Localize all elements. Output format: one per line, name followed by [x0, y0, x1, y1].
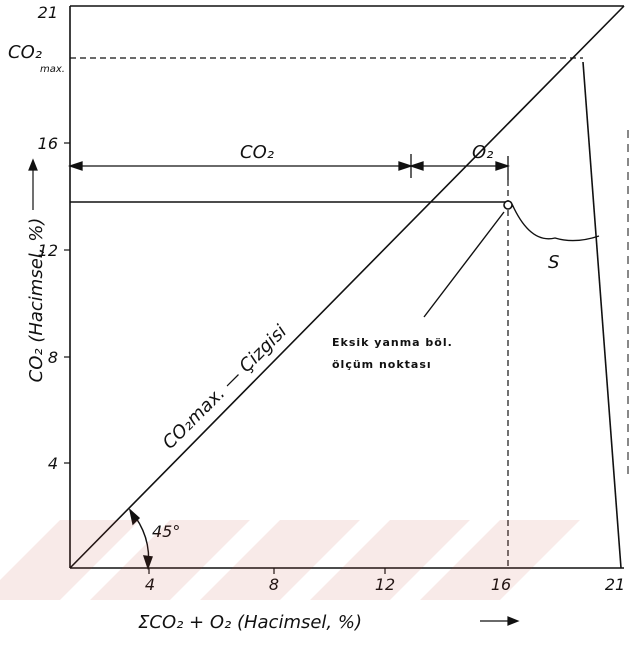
y-tick-16: 16	[38, 134, 58, 153]
co2-span-label: CO₂	[240, 142, 274, 163]
co2-max-line	[69, 5, 625, 569]
s-brace	[511, 203, 600, 242]
co2-o2-dimension	[67, 154, 511, 180]
measurement-label-line1: Eksik yanma böl.	[332, 336, 453, 349]
s-label: S	[548, 252, 559, 273]
measurement-label-line2: ölçüm noktası	[332, 358, 432, 371]
y-axis-ticks	[64, 142, 70, 464]
x-tick-4: 4	[145, 575, 155, 594]
o2-span-label: O₂	[472, 142, 493, 163]
x-axis-ticks	[148, 568, 386, 574]
measurement-leader	[423, 211, 505, 318]
x-tick-8: 8	[269, 575, 279, 594]
angle-label: 45°	[152, 522, 180, 541]
co2-max-subscript: max.	[40, 64, 65, 75]
diagonal-label: CO₂max. — Çizgisi	[159, 321, 291, 453]
y-tick-8: 8	[48, 348, 58, 367]
measurement-point	[503, 200, 513, 210]
y-label-arrow	[28, 158, 38, 210]
x-tick-12: 12	[375, 575, 395, 594]
angle-indicator	[128, 508, 153, 571]
co2-max-label: CO₂	[8, 42, 42, 63]
plot-frame	[69, 5, 624, 569]
x-tick-21: 21	[605, 575, 625, 594]
y-tick-12: 12	[38, 241, 58, 260]
y-tick-21: 21	[38, 3, 58, 22]
x-label-arrow	[480, 616, 520, 626]
y-axis-label: CO₂ (Hacimsel, %)	[26, 218, 47, 383]
x-axis-label: ΣCO₂ + O₂ (Hacimsel, %)	[138, 612, 362, 633]
y-tick-4: 4	[48, 454, 58, 473]
x-tick-16: 16	[491, 575, 511, 594]
co2-air-line	[582, 61, 622, 569]
